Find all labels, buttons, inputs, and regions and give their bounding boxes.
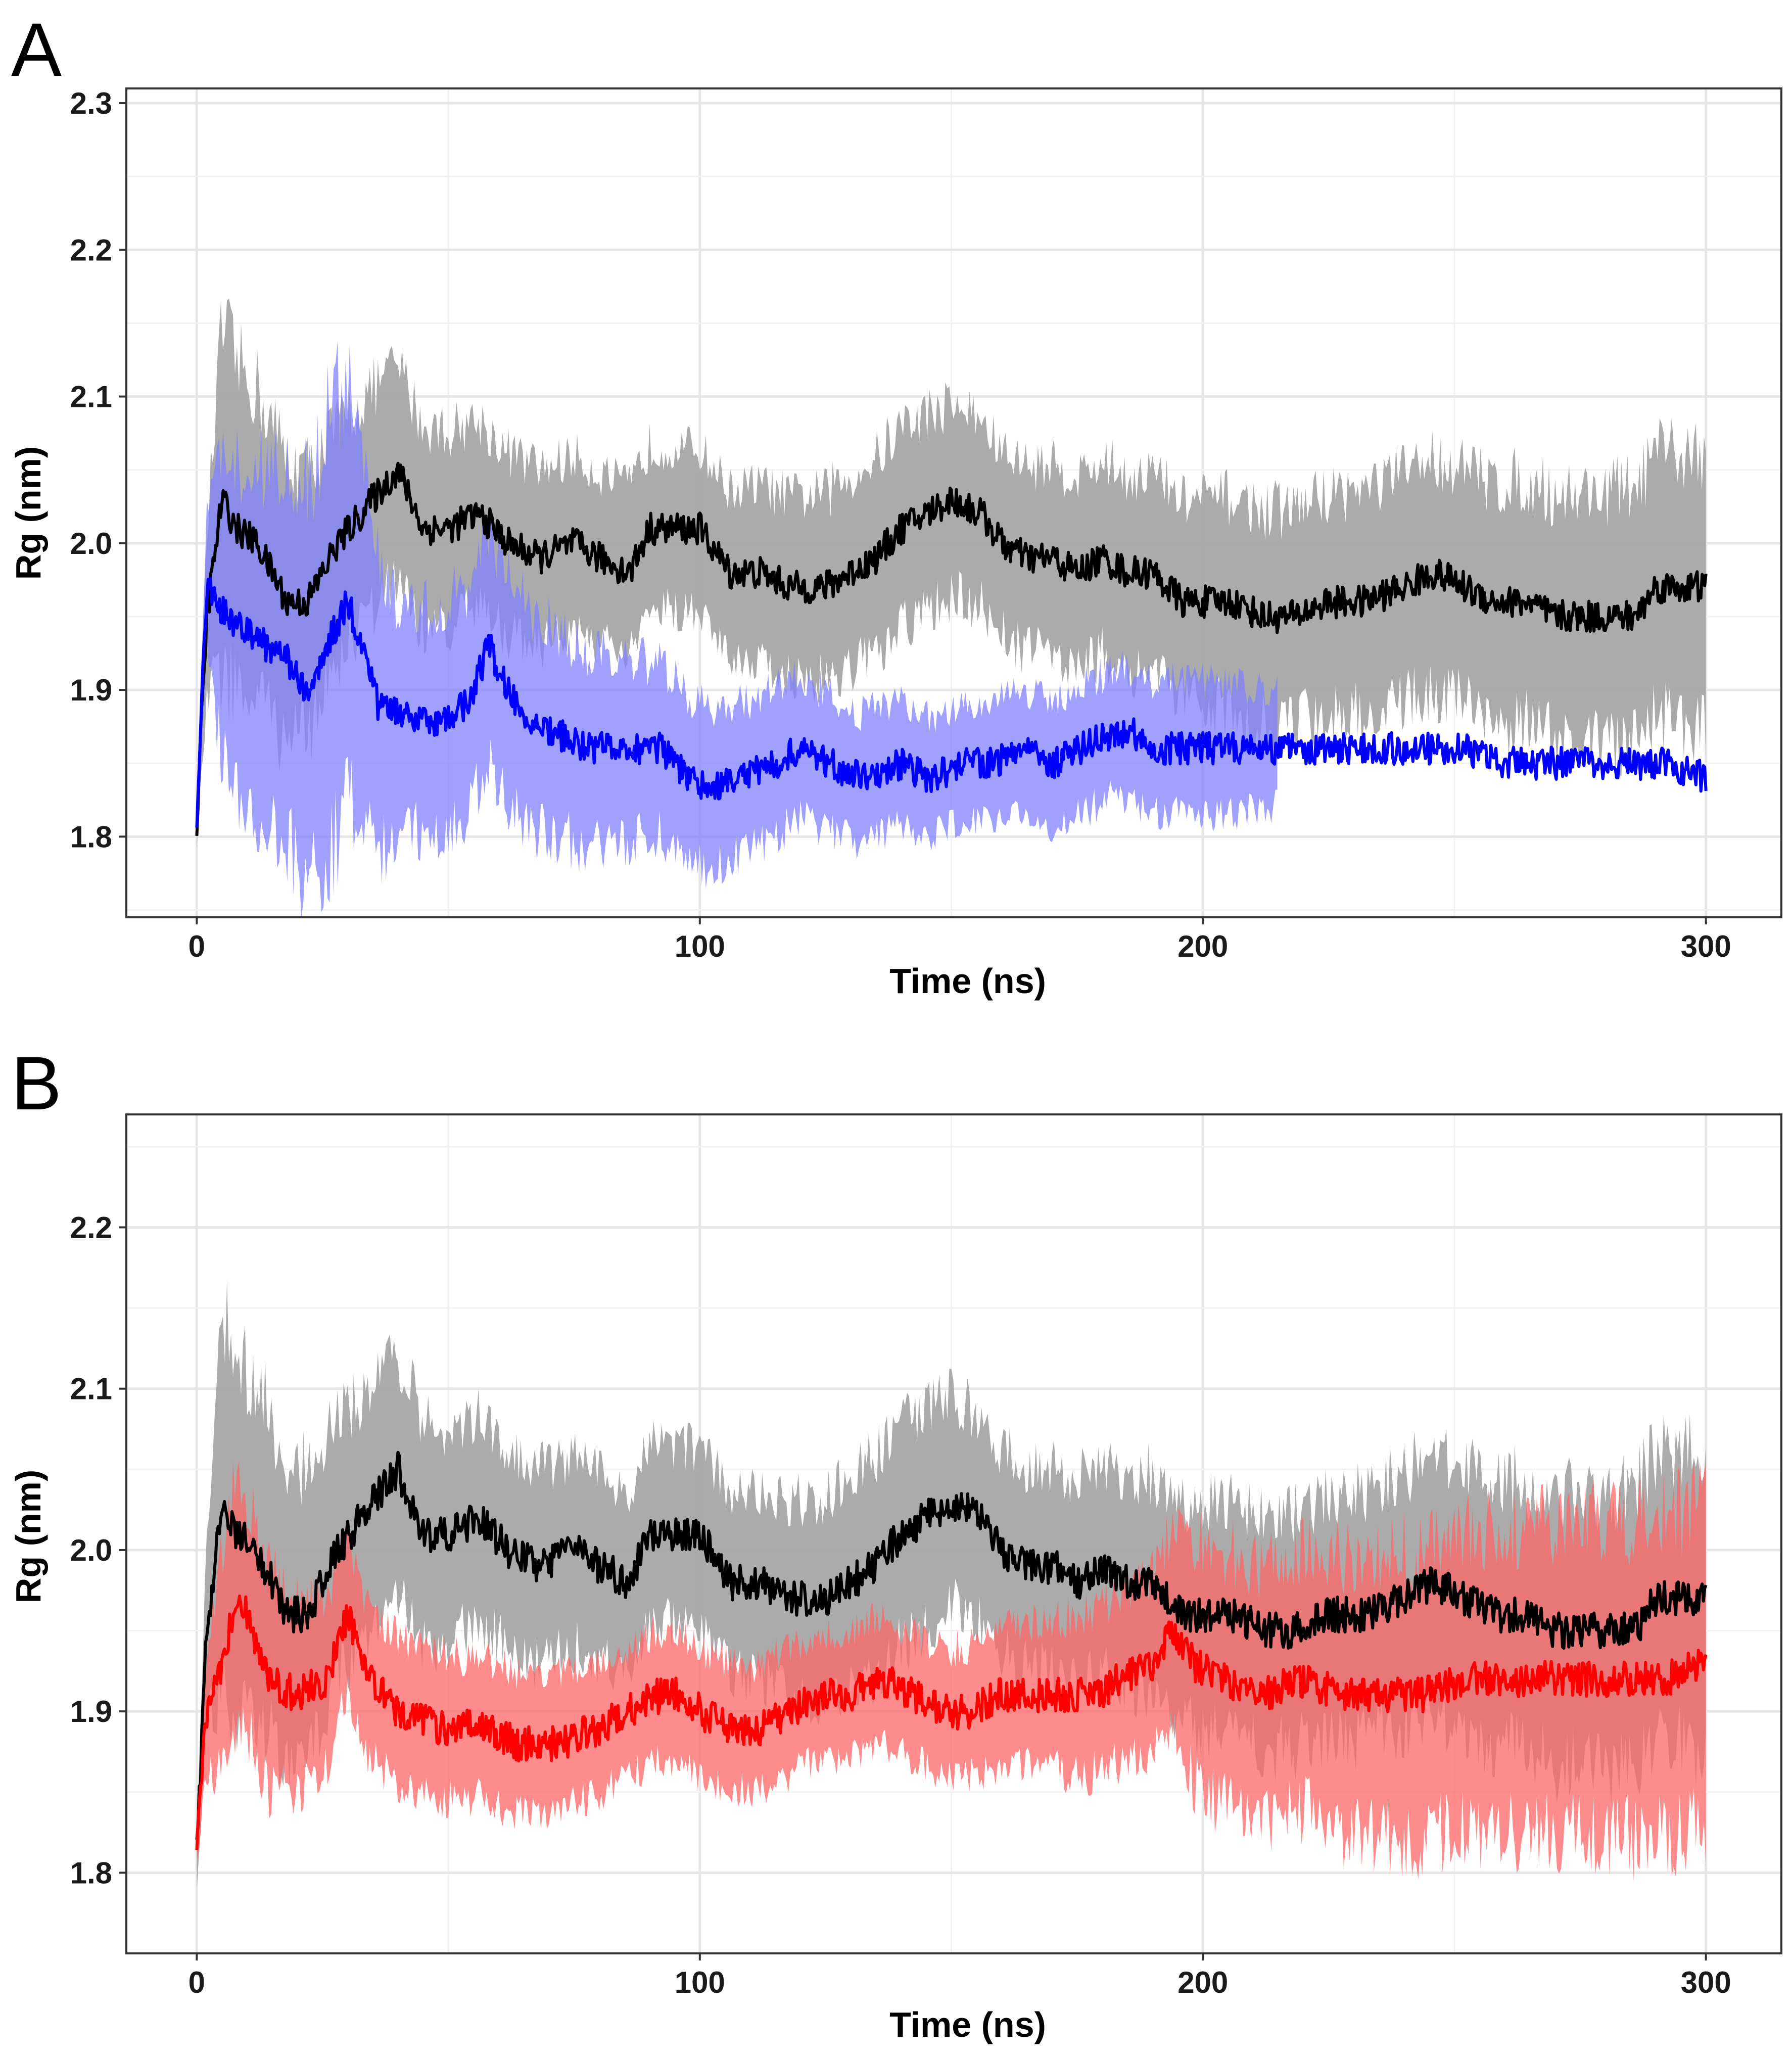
y-tick-label: 2.2 [70,233,112,267]
panel-a-lines [195,461,1708,836]
x-tick-label: 0 [188,929,205,963]
series-line-reference [195,461,1708,836]
series-line-variant [195,1595,1708,1850]
panel-a-bands [197,299,1706,919]
panel-a-border [125,87,1782,918]
x-tick-label: 300 [1681,929,1731,963]
panel-a-x-axis-title: Time (ns) [889,961,1046,1001]
panel-b-letter: B [11,1041,62,1126]
panel-b-bands [197,1280,1706,1889]
y-tick-label: 2.1 [70,380,112,414]
x-tick-label: 100 [675,1966,725,1999]
panel-a-y-axis-title: Rg (nm) [9,446,48,580]
y-tick-label: 2.0 [70,1533,112,1567]
panel-b-x-axis-title: Time (ns) [889,2005,1046,2044]
panel-b-x-ticks: 0 100 200 300 [188,1953,1731,1999]
y-tick-label: 1.9 [70,673,112,707]
y-tick-label: 1.8 [70,820,112,854]
panel-a-x-ticks: 0 100 200 300 [188,917,1731,963]
series-band-variant [197,341,1278,919]
panel-b-y-axis-title: Rg (nm) [9,1470,48,1603]
panel-b: B 1.8 1.9 2.0 2.1 2.2 0 100 200 300 Time (ns) R… [9,1041,1782,2044]
x-tick-label: 300 [1681,1966,1731,1999]
y-tick-label: 2.0 [70,527,112,560]
panel-a-y-ticks: 1.8 1.9 2.0 2.1 2.2 2.3 [70,86,126,854]
x-tick-label: 100 [675,929,725,963]
y-tick-label: 2.3 [70,86,112,120]
panel-b-border [125,1113,1782,1954]
x-tick-label: 200 [1177,1966,1228,1999]
panel-b-y-ticks: 1.8 1.9 2.0 2.1 2.2 [70,1210,126,1890]
y-tick-label: 1.9 [70,1695,112,1728]
y-tick-label: 2.2 [70,1210,112,1244]
series-line-reference [195,1451,1708,1840]
y-tick-label: 2.1 [70,1372,112,1406]
series-band-variant [197,1461,1706,1882]
panel-a: A 1.8 1.9 2.0 2.1 2.2 2.3 0 100 200 300 Time (ns… [9,7,1782,1001]
panel-b-lines [195,1451,1708,1850]
y-tick-label: 1.8 [70,1856,112,1890]
panel-a-letter: A [11,7,62,92]
x-tick-label: 0 [188,1966,205,1999]
series-band-reference [197,299,1706,849]
series-line-variant [195,577,1708,828]
x-tick-label: 200 [1177,929,1228,963]
